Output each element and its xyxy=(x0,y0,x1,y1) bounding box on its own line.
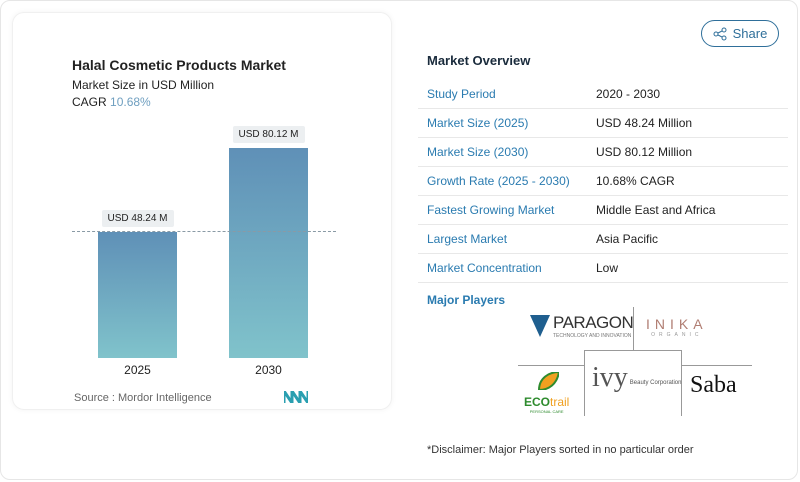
overview-row: Market Concentration Low xyxy=(418,254,788,283)
row-label: Study Period xyxy=(427,87,496,101)
row-label: Largest Market xyxy=(427,232,508,246)
bar-2030 xyxy=(229,148,308,358)
row-value: Low xyxy=(596,261,619,275)
overview-title: Market Overview xyxy=(427,53,531,68)
reference-line xyxy=(72,231,336,232)
row-value: 10.68% CAGR xyxy=(596,174,675,188)
source: Source : Mordor Intelligence xyxy=(74,392,212,404)
row-label: Market Size (2025) xyxy=(427,116,529,130)
overview-row: Market Size (2025) USD 48.24 Million xyxy=(418,109,788,138)
leaf-icon xyxy=(537,370,560,392)
cagr-value: 10.68% xyxy=(110,95,151,109)
row-value: USD 80.12 Million xyxy=(596,145,693,159)
overview-row: Fastest Growing Market Middle East and Af… xyxy=(418,196,788,225)
overview-row: Market Size (2030) USD 80.12 Million xyxy=(418,138,788,167)
major-players-title: Major Players xyxy=(427,293,506,307)
disclaimer: *Disclaimer: Major Players sorted in no … xyxy=(427,444,694,456)
mordor-logo-icon xyxy=(284,391,308,403)
row-value: 2020 - 2030 xyxy=(596,87,661,101)
share-button[interactable]: Share xyxy=(701,20,779,47)
paragon-logo: PARAGON TECHNOLOGY AND INNOVATION xyxy=(530,313,634,339)
ecotrail-logo: ECOtrail PERSONAL CARE xyxy=(524,370,569,414)
chart-title: Halal Cosmetic Products Market xyxy=(72,57,286,73)
share-icon xyxy=(713,27,727,40)
bar-2025 xyxy=(98,231,177,358)
data-label: USD 80.12 M xyxy=(232,126,305,143)
row-value: Asia Pacific xyxy=(596,232,659,246)
overview-row: Largest Market Asia Pacific xyxy=(418,225,788,254)
inika-logo: INIKA ORGANIC xyxy=(646,316,708,338)
share-label: Share xyxy=(732,26,768,41)
saba-logo: Saba xyxy=(690,372,737,398)
x-tick-label: 2030 xyxy=(255,363,282,377)
row-value: USD 48.24 Million xyxy=(596,116,693,130)
paragon-mark-icon xyxy=(530,315,550,337)
row-label: Fastest Growing Market xyxy=(427,203,555,217)
row-value: Middle East and Africa xyxy=(596,203,716,217)
cagr: CAGR 10.68% xyxy=(72,95,151,109)
row-label: Growth Rate (2025 - 2030) xyxy=(427,174,570,188)
data-label: USD 48.24 M xyxy=(101,209,174,227)
overview-row: Growth Rate (2025 - 2030) 10.68% CAGR xyxy=(418,167,788,196)
row-label: Market Size (2030) xyxy=(427,145,529,159)
overview-row: Study Period 2020 - 2030 xyxy=(418,80,788,109)
chart-subtitle: Market Size in USD Million xyxy=(72,78,215,92)
chart-card xyxy=(12,12,392,410)
cagr-label: CAGR xyxy=(72,95,107,109)
x-tick-label: 2025 xyxy=(124,363,151,377)
row-label: Market Concentration xyxy=(427,261,542,275)
ivy-logo: ivy Beauty Corporation xyxy=(592,362,682,393)
